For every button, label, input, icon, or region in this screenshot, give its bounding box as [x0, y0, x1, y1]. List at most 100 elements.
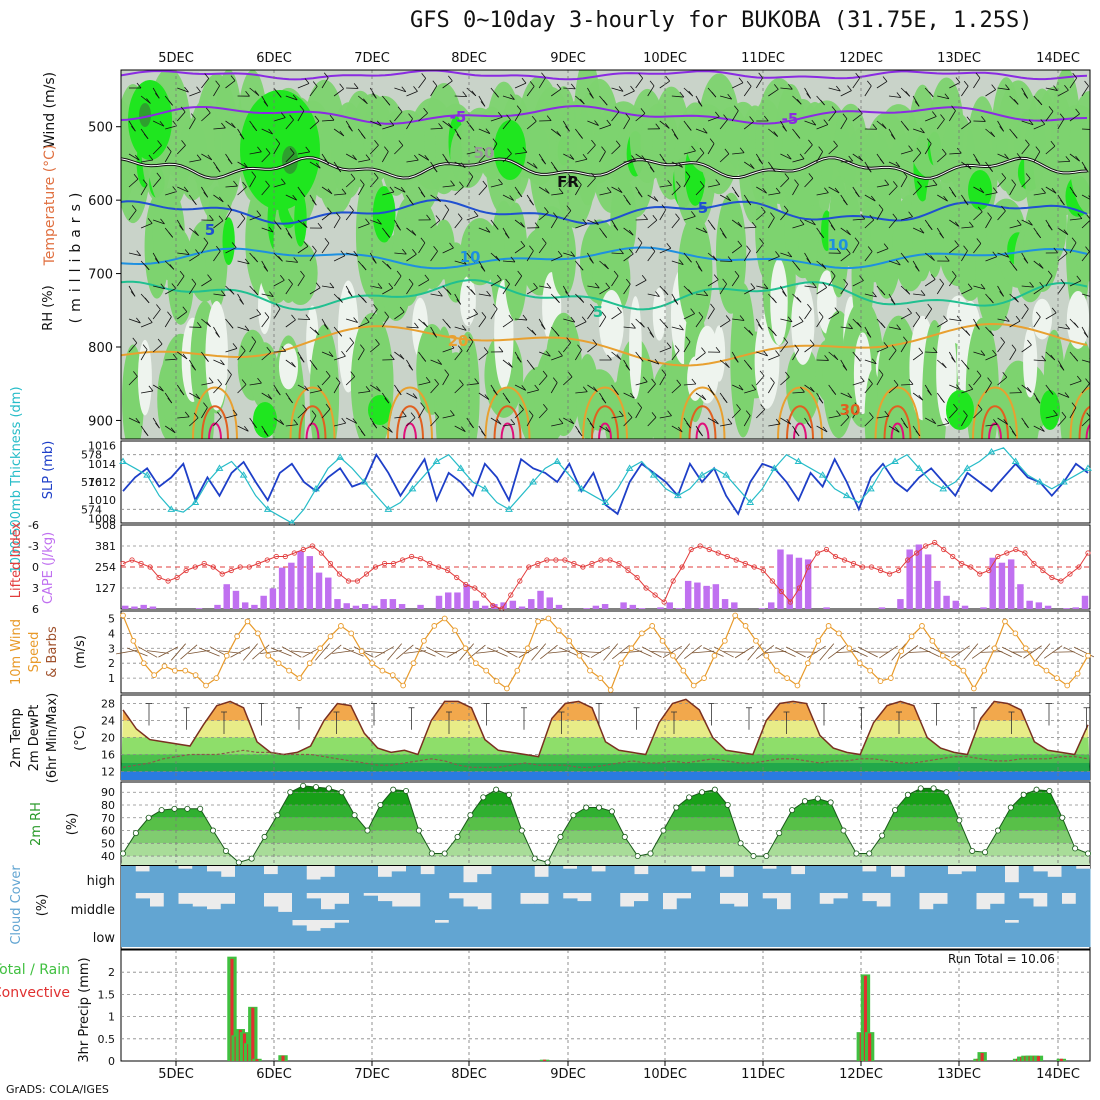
wind-barb-flag: [469, 422, 474, 429]
contour-25: [298, 405, 327, 439]
wind-barb-flag: [288, 278, 293, 285]
rh-marker: [197, 805, 204, 812]
wind-barb-flag: [388, 427, 393, 433]
cape-bar: [334, 599, 341, 609]
wind-barb-10m: [795, 651, 818, 653]
wind-barb: [840, 392, 852, 399]
wind-barb-flag: [360, 430, 366, 437]
wind-barb: [635, 407, 643, 419]
wind-barb-10m: [137, 646, 158, 658]
wind-barb-flag: [920, 290, 926, 296]
cloud-bar: [434, 893, 450, 920]
cloud-bar: [1018, 920, 1034, 947]
wind-barb-flag: [386, 263, 392, 270]
wind-barb-flag: [204, 356, 209, 362]
wind-barb-flag: [927, 303, 933, 310]
cape-bar: [1072, 607, 1080, 609]
wind-barb-flag: [485, 128, 491, 134]
cape-bar: [1026, 600, 1033, 609]
li-marker: [760, 567, 766, 574]
wind-barb: [792, 158, 805, 163]
wind-speed-marker: [1022, 645, 1029, 652]
cape-bar: [325, 577, 332, 609]
wind-barb: [189, 254, 200, 262]
cloud-bar: [1033, 920, 1048, 947]
wind-barb-flag: [686, 125, 692, 131]
cape-bar: [601, 604, 609, 609]
wind-barb-flag: [134, 154, 140, 161]
wind-barb-flag: [858, 155, 863, 162]
wind-barb-flag: [1064, 85, 1069, 91]
cape-tick-label: 127: [95, 582, 116, 595]
wind-barb-10m: [1035, 643, 1051, 661]
wind-speed-marker: [441, 615, 448, 622]
cloud-bar: [904, 893, 920, 920]
wind-barb-flag: [991, 84, 996, 90]
wind-barb-flag: [191, 278, 197, 285]
wind-barb-flag: [192, 199, 197, 205]
cloud-bar: [477, 909, 492, 920]
wind-barb: [816, 287, 827, 295]
wind-barb: [406, 253, 417, 262]
wind-speed-marker: [431, 623, 438, 629]
wind-barb: [973, 351, 986, 356]
precip-tick-label: 1: [108, 1011, 115, 1024]
wind-barb-flag: [762, 187, 767, 194]
wind-barb: [599, 124, 611, 130]
wind-barb-flag: [179, 270, 185, 277]
wind-barb-flag: [664, 123, 670, 129]
wind-speed-line: [122, 614, 1089, 692]
wind-barb: [442, 120, 453, 129]
wind-barb-flag: [667, 410, 672, 416]
wind-barb-flag: [605, 426, 611, 433]
wind-barb: [237, 326, 250, 332]
cape-bar: [435, 595, 443, 609]
wind-barb-flag: [914, 266, 920, 272]
wind-barb: [442, 374, 450, 386]
wind-barb-flag: [522, 147, 528, 153]
cape-bar: [1063, 608, 1070, 609]
wind-barb-flag: [396, 270, 402, 277]
cloud-bar: [919, 866, 934, 893]
cloud-bar: [862, 920, 877, 947]
temp-band: [121, 763, 1090, 772]
wind-barb: [804, 308, 812, 320]
wind-barb: [623, 90, 635, 97]
wind-speed-marker: [493, 678, 500, 684]
wind-barb: [249, 382, 262, 386]
wind-barb: [816, 260, 827, 269]
precip-ylabel-3: 3hr Precip (mm): [77, 957, 92, 1062]
rh-tick-label: 70: [101, 812, 115, 825]
cloud-bar: [1004, 882, 1020, 893]
wind-barb-flag: [834, 307, 840, 313]
wind-barb-flag: [257, 377, 262, 384]
cape-bar: [731, 602, 738, 609]
wind-barb: [539, 351, 551, 357]
wind-barb-flag: [987, 377, 992, 383]
thickness-marker: [239, 471, 248, 478]
wind-barb-flag: [510, 256, 516, 263]
wind-barb-flag: [315, 282, 321, 289]
contour-25: [786, 405, 814, 439]
wind-barb: [647, 293, 660, 297]
wind-barb-flag: [637, 402, 642, 408]
wind-speed-marker: [369, 660, 375, 667]
wind-speed-marker: [825, 623, 832, 629]
wind-barb-flag: [131, 205, 137, 211]
wind-barb-flag: [896, 324, 902, 330]
wind-barb-flag: [218, 196, 224, 203]
precip-tick-label: 0.5: [98, 1033, 116, 1046]
wind-barb: [177, 416, 190, 419]
cape-bar: [371, 605, 378, 609]
rh-marker: [711, 786, 718, 793]
wind-barb: [780, 87, 793, 90]
wind-barb-flag: [364, 316, 370, 323]
wind-speed-marker: [348, 630, 355, 637]
wind-barb: [647, 251, 656, 262]
thickness-marker: [480, 484, 489, 492]
upper-grid: [175, 70, 1059, 439]
cloud-bar: [534, 903, 549, 920]
cape-bar: [592, 605, 600, 609]
wind-barb-flag: [759, 370, 765, 377]
wind-barb-flag: [955, 77, 961, 83]
